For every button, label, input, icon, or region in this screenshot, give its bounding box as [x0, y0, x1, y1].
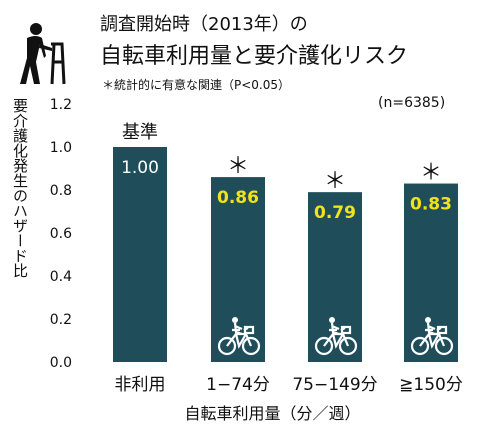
cyclist-icon [217, 317, 261, 356]
chart-title-line2: 自転車利用量と要介護化リスク [100, 44, 409, 69]
bar-value-label: 0.86 [217, 188, 259, 208]
sample-size: (n=6385) [378, 95, 446, 111]
bar [113, 147, 167, 362]
y-tick-label: 1.0 [50, 140, 72, 156]
cyclist-icon [410, 317, 454, 356]
y-tick-label: 0.6 [50, 226, 72, 242]
chart-title-line1: 調査開始時（2013年）の [100, 14, 308, 35]
x-tick-label: 75−149分 [292, 375, 377, 395]
y-axis-ticks: 0.0 0.2 0.4 0.6 0.8 1.0 1.2 [50, 97, 72, 371]
bars: 1.00 基準 0.86 ＊ 0.79 ＊ 0.83 ＊ [113, 122, 458, 362]
reference-label: 基準 [122, 122, 158, 143]
bar-value-label: 1.00 [121, 158, 159, 178]
significance-marker: ＊ [324, 169, 346, 194]
bar [211, 177, 265, 362]
y-tick-label: 0.8 [50, 183, 72, 199]
bar-value-label: 0.79 [314, 203, 356, 223]
y-tick-label: 0.2 [50, 312, 72, 328]
y-tick-label: 1.2 [50, 97, 72, 113]
significance-marker: ＊ [420, 161, 442, 186]
y-tick-label: 0.0 [50, 355, 72, 371]
y-tick-label: 0.4 [50, 269, 72, 285]
significance-marker: ＊ [227, 154, 249, 179]
x-tick-label: 1−74分 [206, 375, 270, 395]
bar-value-label: 0.83 [410, 195, 452, 215]
significance-note: ＊統計的に有意な関連（P<0.05） [102, 78, 291, 92]
elderly-person-with-walker-icon [20, 23, 66, 85]
x-axis-ticks: 非利用 1−74分 75−149分 ≧150分 [115, 375, 463, 395]
x-tick-label: ≧150分 [399, 375, 463, 395]
x-axis-label: 自転車利用量（分／週） [184, 404, 361, 423]
y-axis-label: 要介護化発生のハザード比 [11, 98, 29, 278]
x-tick-label: 非利用 [115, 375, 166, 395]
cyclist-icon [314, 317, 358, 356]
